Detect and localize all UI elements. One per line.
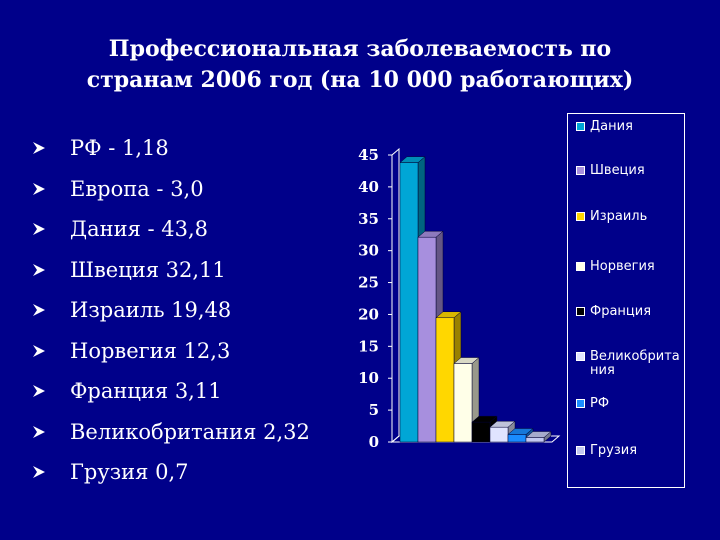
legend-item: Великобритания (576, 350, 680, 378)
y-tick-label: 25 (358, 274, 379, 292)
slide-title: Профессиональная заболеваемость по стран… (40, 34, 680, 96)
y-tick-label: 20 (358, 305, 379, 323)
bullet-item: Норвегия 12,3 (32, 331, 310, 372)
legend-label: РФ (590, 396, 610, 411)
legend-swatch (576, 446, 585, 455)
bullet-text: Грузия 0,7 (70, 460, 189, 485)
arrow-bullet-icon (32, 303, 46, 317)
legend-item: Франция (576, 305, 680, 319)
legend-swatch (576, 262, 585, 271)
legend-label: Дания (590, 119, 633, 134)
legend-item: Швеция (576, 164, 680, 178)
legend-item: Израиль (576, 210, 680, 224)
title-line-1: Профессиональная заболеваемость по (108, 36, 612, 62)
y-tick-label: 45 (358, 146, 379, 164)
y-tick-label: 35 (358, 210, 379, 228)
y-tick-label: 15 (358, 337, 379, 355)
legend-swatch (576, 352, 585, 361)
arrow-bullet-icon (32, 182, 46, 196)
arrow-bullet-icon (32, 384, 46, 398)
legend-label: Великобритания (590, 349, 680, 378)
y-tick-label: 0 (369, 433, 379, 451)
bullet-item: Грузия 0,7 (32, 452, 310, 493)
y-tick-label: 5 (369, 401, 379, 419)
bullet-text: Израиль 19,48 (70, 298, 232, 323)
bullet-item: Европа - 3,0 (32, 169, 310, 210)
y-tick-label: 30 (358, 242, 379, 260)
legend-item: Грузия (576, 444, 680, 458)
legend-item: Норвегия (576, 260, 680, 274)
legend-label: Грузия (590, 443, 638, 458)
bullet-text: Дания - 43,8 (70, 217, 209, 242)
legend-label: Норвегия (590, 259, 655, 274)
arrow-bullet-icon (32, 425, 46, 439)
legend-swatch (576, 307, 585, 316)
arrow-bullet-icon (32, 263, 46, 277)
legend-swatch (576, 166, 585, 175)
arrow-bullet-icon (32, 222, 46, 236)
chart-legend: Дания Швеция Израиль Норвегия Франция Великоб… (567, 113, 685, 488)
bullet-item: Израиль 19,48 (32, 290, 310, 331)
bullet-text: Швеция 32,11 (70, 257, 226, 282)
bullet-item: Швеция 32,11 (32, 250, 310, 291)
bullet-item: РФ - 1,18 (32, 128, 310, 169)
legend-label: Израиль (590, 209, 648, 224)
arrow-bullet-icon (32, 344, 46, 358)
y-tick-label: 40 (358, 178, 379, 196)
legend-item: Дания (576, 120, 680, 134)
chart-side-wall (391, 147, 400, 444)
legend-label: Франция (590, 304, 652, 319)
bullet-text: Норвегия 12,3 (70, 338, 231, 363)
arrow-bullet-icon (32, 465, 46, 479)
legend-label: Швеция (590, 163, 645, 178)
legend-item: РФ (576, 397, 680, 411)
legend-swatch (576, 399, 585, 408)
bullet-text: РФ - 1,18 (70, 136, 169, 161)
bullet-text: Европа - 3,0 (70, 176, 204, 201)
bullet-item: Франция 3,11 (32, 371, 310, 412)
bar (525, 430, 552, 443)
bullet-item: Великобритания 2,32 (32, 412, 310, 453)
bullet-item: Дания - 43,8 (32, 209, 310, 250)
bullet-text: Великобритания 2,32 (70, 419, 310, 444)
title-line-2: странам 2006 год (на 10 000 работающих) (86, 67, 634, 93)
legend-swatch (576, 122, 585, 131)
y-tick-label: 10 (358, 369, 379, 387)
bullet-list: РФ - 1,18 Европа - 3,0 Дания - 43,8 Швеция … (32, 128, 310, 493)
arrow-bullet-icon (32, 141, 46, 155)
legend-swatch (576, 212, 585, 221)
bullet-text: Франция 3,11 (70, 379, 222, 404)
